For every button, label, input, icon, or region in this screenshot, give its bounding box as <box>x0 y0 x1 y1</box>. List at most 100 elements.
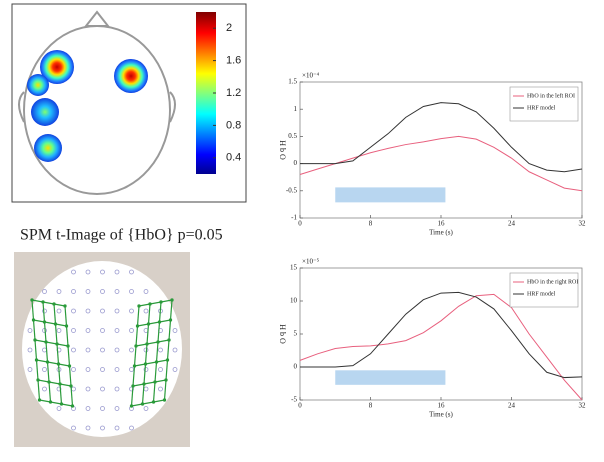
y-axis-label: H b O <box>278 140 287 160</box>
channel-line <box>138 299 173 307</box>
y-axis-label: H b O <box>278 324 287 344</box>
channel-line <box>33 319 67 327</box>
channel-line <box>53 303 63 405</box>
optode <box>56 328 62 333</box>
optode <box>114 425 120 431</box>
legend-label: HbO in the left ROI <box>527 92 575 99</box>
channel-node <box>63 304 67 308</box>
channel-node <box>58 382 62 386</box>
optode <box>27 328 33 333</box>
channel-node <box>156 340 160 344</box>
optode <box>100 367 105 372</box>
channel-node <box>129 404 134 408</box>
optode <box>71 367 76 372</box>
legend-label: HRF model <box>527 105 556 111</box>
channel-node <box>168 318 173 322</box>
channel-line <box>163 299 173 401</box>
channel-node <box>151 400 156 404</box>
optode <box>129 425 134 431</box>
ear <box>169 91 176 123</box>
optode <box>100 425 105 431</box>
channel-node <box>31 318 36 322</box>
optode <box>114 367 120 372</box>
channel-line <box>37 379 72 387</box>
channel-node <box>134 344 138 348</box>
channel-node <box>148 302 152 306</box>
y-tick-label: 10 <box>290 297 298 305</box>
channel-node <box>145 342 149 346</box>
x-tick-label: 16 <box>438 402 446 410</box>
channel-node <box>167 338 171 342</box>
colorbar-tick-label: 1.6 <box>226 55 241 67</box>
channel-node <box>34 358 39 362</box>
y-tick-label: 1.5 <box>288 78 297 86</box>
colorbar-tick-label: 0.8 <box>226 119 241 131</box>
channel-node <box>30 298 34 302</box>
optode <box>158 386 163 392</box>
channel-node <box>131 384 135 388</box>
channel-line <box>132 379 167 387</box>
optode <box>114 308 120 314</box>
optode <box>71 328 76 333</box>
x-tick-label: 24 <box>508 402 516 410</box>
activation-blob <box>34 134 62 162</box>
optode <box>100 406 105 411</box>
optode <box>100 328 105 333</box>
channel-line <box>130 305 140 407</box>
channel-node <box>67 364 72 368</box>
x-tick-label: 16 <box>438 220 446 228</box>
optode <box>85 367 91 372</box>
ear <box>18 91 25 123</box>
optode <box>100 347 105 353</box>
optode <box>143 367 149 372</box>
channel-node <box>154 360 159 364</box>
channel-node <box>140 402 145 406</box>
optode <box>42 367 47 372</box>
colorbar <box>196 12 216 174</box>
y-tick-label: -5 <box>291 396 297 404</box>
optode <box>143 289 149 294</box>
optode <box>143 308 149 314</box>
legend-box <box>509 86 579 122</box>
optode <box>100 269 105 275</box>
channel-node <box>44 340 48 344</box>
channel-node <box>153 380 157 384</box>
channel-node <box>48 400 53 404</box>
activation-blob <box>31 98 59 126</box>
t-map-panel <box>11 3 247 203</box>
channel-line <box>141 303 151 405</box>
optode <box>56 386 62 392</box>
activation-blob <box>27 74 49 96</box>
stimulus-block <box>335 187 446 203</box>
channel-node <box>36 378 40 382</box>
channel-node <box>33 338 37 342</box>
channel-node <box>55 342 59 346</box>
optode <box>114 289 120 294</box>
optode <box>114 406 120 411</box>
optode <box>172 347 178 353</box>
optode <box>71 308 76 314</box>
optode <box>56 308 62 314</box>
channel-line <box>134 359 168 367</box>
channel-line <box>31 299 41 401</box>
channel-node <box>143 362 148 366</box>
channel-node <box>41 300 45 304</box>
channel-node <box>64 324 69 328</box>
channel-node <box>47 380 51 384</box>
activation-blob <box>40 50 74 84</box>
channel-node <box>132 364 137 368</box>
channel-node <box>53 322 58 326</box>
legend-label: HRF model <box>527 291 556 297</box>
optode <box>56 406 62 411</box>
optode <box>85 347 91 353</box>
optode <box>114 328 120 333</box>
optode <box>71 425 76 431</box>
y-tick-label: 0.5 <box>288 132 297 140</box>
optode <box>42 308 47 314</box>
x-tick-label: 24 <box>508 220 516 228</box>
series-line <box>299 135 583 192</box>
y-tick-label: 15 <box>290 264 298 272</box>
x-tick-label: 8 <box>369 220 373 228</box>
y-tick-label: 5 <box>294 330 298 338</box>
